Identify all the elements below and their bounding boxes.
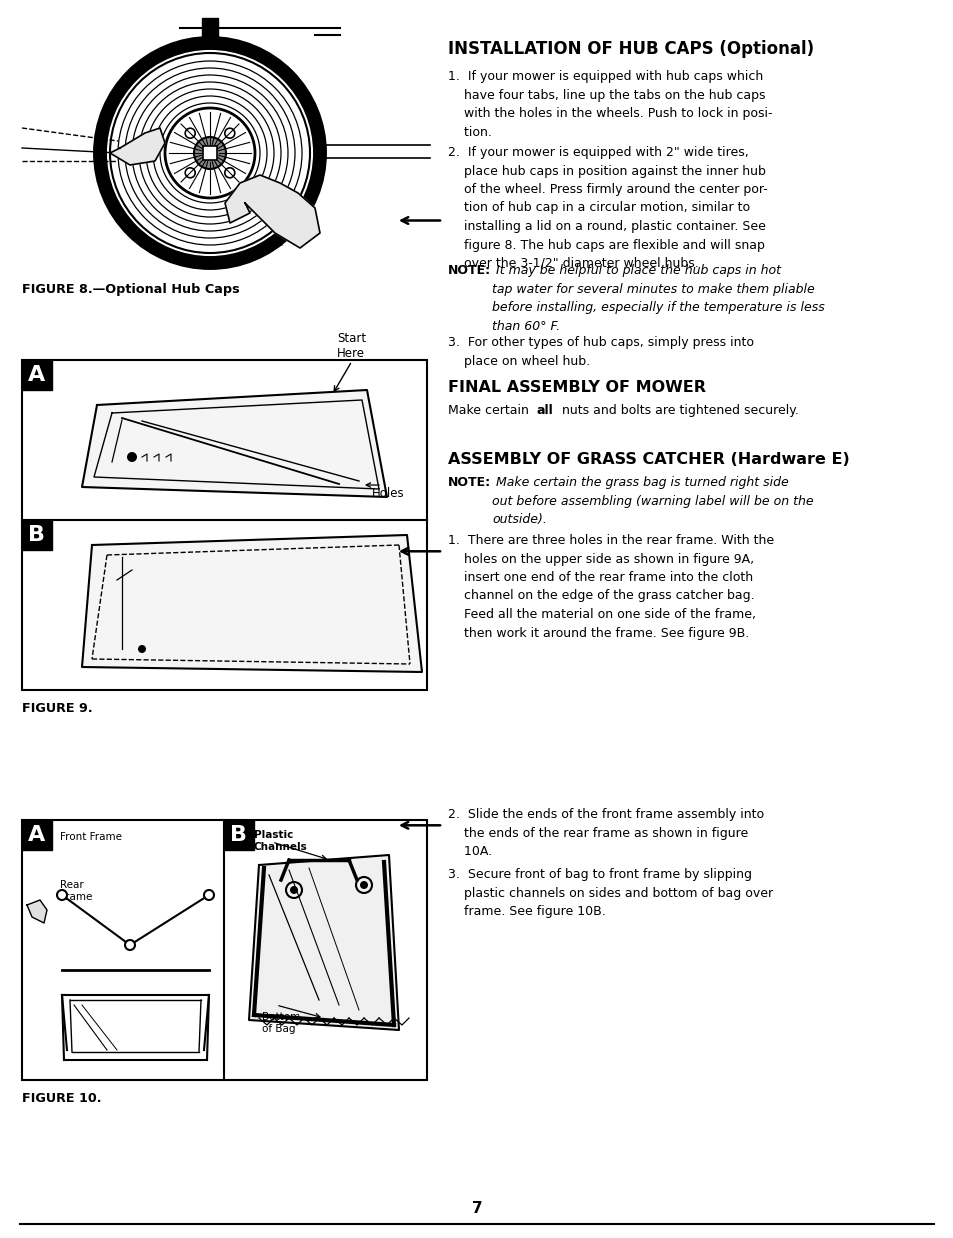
- Text: Make certain: Make certain: [448, 404, 533, 417]
- Text: FIGURE 9.: FIGURE 9.: [22, 702, 92, 716]
- Circle shape: [359, 881, 368, 889]
- Bar: [22, 820, 52, 851]
- Text: 1.  There are three holes in the rear frame. With the
    holes on the upper sid: 1. There are three holes in the rear fra…: [448, 534, 773, 640]
- Text: It may be helpful to place the hub caps in hot
tap water for several minutes to : It may be helpful to place the hub caps …: [492, 264, 824, 333]
- Text: Start
Here: Start Here: [336, 332, 366, 360]
- Polygon shape: [249, 855, 398, 1030]
- Text: INSTALLATION OF HUB CAPS (Optional): INSTALLATION OF HUB CAPS (Optional): [448, 40, 813, 58]
- Text: all: all: [537, 404, 553, 417]
- Text: A: A: [29, 365, 46, 385]
- FancyBboxPatch shape: [203, 146, 216, 160]
- Text: 2.  Slide the ends of the front frame assembly into
    the ends of the rear fra: 2. Slide the ends of the front frame ass…: [448, 808, 763, 858]
- Circle shape: [138, 645, 146, 652]
- Text: nuts and bolts are tightened securely.: nuts and bolts are tightened securely.: [558, 404, 798, 417]
- Text: Bottom
of Bag: Bottom of Bag: [262, 1011, 300, 1034]
- Circle shape: [225, 129, 234, 139]
- Circle shape: [165, 108, 254, 198]
- Polygon shape: [82, 390, 387, 496]
- Text: ASSEMBLY OF GRASS CATCHER (Hardware E): ASSEMBLY OF GRASS CATCHER (Hardware E): [448, 452, 849, 467]
- Circle shape: [225, 168, 234, 178]
- Polygon shape: [225, 175, 319, 248]
- Text: A: A: [29, 825, 46, 846]
- Text: NOTE:: NOTE:: [448, 475, 491, 489]
- Text: 3.  Secure front of bag to front frame by slipping
    plastic channels on sides: 3. Secure front of bag to front frame by…: [448, 868, 772, 919]
- Circle shape: [204, 890, 213, 900]
- Text: FINAL ASSEMBLY OF MOWER: FINAL ASSEMBLY OF MOWER: [448, 380, 705, 395]
- Polygon shape: [82, 535, 421, 672]
- Bar: [22, 520, 52, 550]
- Text: FIGURE 10.: FIGURE 10.: [22, 1092, 101, 1106]
- Bar: [22, 360, 52, 390]
- Circle shape: [290, 886, 297, 894]
- Text: Holes: Holes: [372, 487, 404, 500]
- Circle shape: [57, 890, 67, 900]
- Bar: [224, 820, 253, 851]
- Text: B: B: [231, 825, 247, 846]
- Circle shape: [127, 452, 137, 462]
- Polygon shape: [27, 900, 47, 924]
- Circle shape: [185, 129, 195, 139]
- Text: Make certain the grass bag is turned right side
out before assembling (warning l: Make certain the grass bag is turned rig…: [492, 475, 813, 526]
- Text: Front Frame: Front Frame: [60, 832, 122, 842]
- Polygon shape: [110, 128, 165, 165]
- Text: 7: 7: [471, 1201, 482, 1216]
- Text: 3.  For other types of hub caps, simply press into
    place on wheel hub.: 3. For other types of hub caps, simply p…: [448, 335, 753, 368]
- Bar: [202, 19, 218, 38]
- Text: NOTE:: NOTE:: [448, 264, 491, 277]
- Circle shape: [193, 137, 226, 170]
- Circle shape: [185, 168, 195, 178]
- Text: FIGURE 8.—Optional Hub Caps: FIGURE 8.—Optional Hub Caps: [22, 284, 239, 296]
- Text: Rear
Frame: Rear Frame: [60, 880, 92, 901]
- Text: B: B: [29, 525, 46, 545]
- Text: 1.  If your mower is equipped with hub caps which
    have four tabs, line up th: 1. If your mower is equipped with hub ca…: [448, 71, 772, 139]
- Text: Plastic
Channels: Plastic Channels: [253, 829, 308, 852]
- Bar: [22, 360, 427, 690]
- Text: 2.  If your mower is equipped with 2" wide tires,
    place hub caps in position: 2. If your mower is equipped with 2" wid…: [448, 146, 767, 270]
- Circle shape: [125, 940, 135, 950]
- Bar: [22, 820, 427, 1080]
